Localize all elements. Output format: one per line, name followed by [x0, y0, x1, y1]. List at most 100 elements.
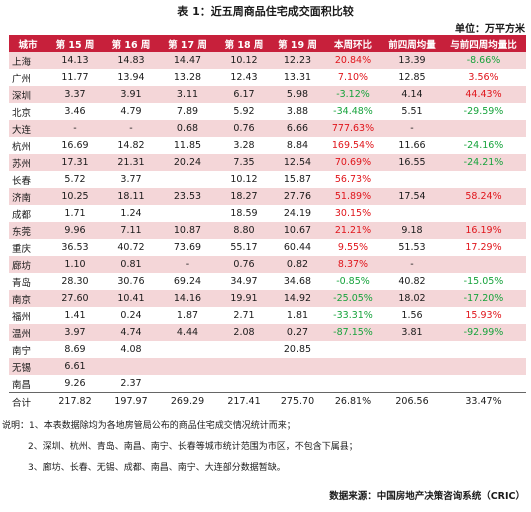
- cell-vs4: -24.21%: [441, 154, 526, 171]
- cell-vs4: [441, 171, 526, 188]
- cell-w18: 3.28: [233, 140, 255, 151]
- table-row: 南京 27.60 10.41 14.16 19.91 14.92 -25.05% 18.02-…: [9, 290, 526, 307]
- table-row: 福州 1.41 0.24 1.87 2.71 1.81 -33.31% 1.56 15.93%: [9, 307, 526, 324]
- cell-w16: 7.11: [103, 222, 159, 239]
- note-line: 3、廊坊、长春、无锡、成都、南昌、南宁、大连部分数据暂缺。: [28, 463, 286, 473]
- cell-avg4: 40.82: [398, 276, 426, 287]
- cell-w17: 11.85: [173, 140, 202, 151]
- cell-city: 大连: [9, 120, 47, 137]
- notes: 说明：1、本表数据除均为各地房管局公布的商品住宅成交情况统计而来； 2、深圳、杭…: [2, 416, 358, 479]
- cell-w15: 9.96: [47, 222, 103, 239]
- cell-avg4: [383, 171, 441, 188]
- cell-wow: [323, 358, 383, 375]
- cell-vs4: [441, 341, 526, 358]
- cell-avg4: 11.66: [398, 140, 426, 151]
- cell-w18: 12.43: [230, 72, 258, 83]
- cell-w18: 34.97: [230, 276, 258, 287]
- cell-w19: [272, 375, 323, 393]
- cell-w15: 27.60: [47, 290, 103, 307]
- cell-w18: 8.80: [216, 222, 272, 239]
- cell-w16: 197.97: [103, 392, 159, 410]
- cell-city: 济南: [9, 188, 47, 205]
- cell-vs4: 15.93%: [465, 310, 502, 321]
- cell-vs4: 16.19%: [441, 222, 526, 239]
- cell-avg4: 5.51: [401, 106, 423, 117]
- cell-w19: 8.84: [286, 140, 309, 151]
- cell-wow: 21.21%: [323, 222, 383, 239]
- cell-avg4: 9.18: [383, 222, 441, 239]
- cell-vs4: 33.47%: [441, 392, 526, 410]
- cell-city: 东莞: [9, 222, 47, 239]
- cell-w19: 275.70: [272, 392, 323, 410]
- cell-w15: 28.30: [61, 276, 89, 287]
- cell-vs4: -29.59%: [463, 106, 504, 117]
- header-week-15: 第 15 周: [47, 35, 103, 52]
- cell-w19: 0.82: [272, 256, 323, 273]
- table-row: 南宁 8.69 4.08 20.85: [9, 341, 526, 358]
- cell-w17: 1.87: [176, 310, 199, 321]
- cell-avg4: [383, 375, 441, 393]
- cell-w15: 5.72: [64, 174, 86, 185]
- header-city: 城市: [9, 35, 47, 52]
- cell-avg4: 16.55: [383, 154, 441, 171]
- cell-w16: 0.81: [103, 256, 159, 273]
- table-row: 广州 11.77 13.94 13.28 12.43 13.31 7.10% 12.85 3.5…: [9, 69, 526, 86]
- cell-w15: 17.31: [47, 154, 103, 171]
- cell-w15: 9.26: [64, 378, 86, 389]
- cell-wow: -33.31%: [333, 310, 373, 321]
- cell-w18: 10.12: [230, 174, 258, 185]
- cell-wow: -34.48%: [333, 106, 373, 117]
- cell-vs4: -15.05%: [463, 276, 504, 287]
- cell-w17: -: [159, 256, 216, 273]
- cell-w15: 10.25: [47, 188, 103, 205]
- cell-vs4: -92.99%: [441, 324, 526, 341]
- cell-w18: [216, 375, 272, 393]
- header-week-17: 第 17 周: [159, 35, 216, 52]
- cell-wow: 70.69%: [323, 154, 383, 171]
- cell-w16: 3.91: [103, 86, 159, 103]
- cell-avg4: [383, 358, 441, 375]
- cell-w15: -: [47, 120, 103, 137]
- cell-vs4: [441, 256, 526, 273]
- cell-w18: [216, 358, 272, 375]
- cell-w19: 12.23: [272, 52, 323, 69]
- cell-w16: 3.77: [120, 174, 142, 185]
- header-four-week-avg: 前四周均量: [383, 35, 441, 52]
- cell-vs4: [441, 205, 526, 222]
- cell-w16: 0.24: [120, 310, 142, 321]
- cell-w15: 11.77: [61, 72, 89, 83]
- cell-w19: 34.68: [283, 276, 312, 287]
- cell-w19: 10.67: [272, 222, 323, 239]
- cell-w19: 12.54: [272, 154, 323, 171]
- cell-city: 上海: [9, 52, 47, 69]
- cell-w17: 4.44: [159, 324, 216, 341]
- cell-avg4: [383, 205, 441, 222]
- cell-w16: 40.72: [117, 242, 145, 253]
- table-row: 青岛 28.30 30.76 69.24 34.97 34.68 -0.85% 40.82 -1…: [9, 273, 526, 290]
- cell-city: 重庆: [12, 243, 32, 255]
- cell-w17: 269.29: [159, 392, 216, 410]
- cell-w15: 6.61: [47, 358, 103, 375]
- cell-w19: 6.66: [272, 120, 323, 137]
- table-row: 东莞 9.96 7.11 10.87 8.80 10.67 21.21% 9.18 16.19%: [9, 222, 526, 239]
- cell-w15: 36.53: [61, 242, 89, 253]
- cell-wow: 30.15%: [334, 208, 372, 219]
- total-row: 合计 217.82 197.97 269.29 217.41 275.70 26.81% 20…: [9, 392, 526, 410]
- cell-w19: [272, 358, 323, 375]
- comparison-table: 城市 第 15 周 第 16 周 第 17 周 第 18 周 第 19 周 本周…: [9, 35, 526, 410]
- cell-avg4: 18.02: [383, 290, 441, 307]
- cell-wow: 51.89%: [323, 188, 383, 205]
- cell-w15: 217.82: [47, 392, 103, 410]
- cell-w17: 10.87: [159, 222, 216, 239]
- cell-w15: 1.41: [64, 310, 86, 321]
- cell-w16: 14.82: [117, 140, 145, 151]
- cell-w18: 7.35: [216, 154, 272, 171]
- cell-vs4: 44.43%: [441, 86, 526, 103]
- cell-wow: 26.81%: [323, 392, 383, 410]
- cell-w16: 30.76: [117, 276, 145, 287]
- cell-w16: 2.37: [120, 378, 142, 389]
- cell-w18: 217.41: [216, 392, 272, 410]
- cell-w18: 0.76: [216, 256, 272, 273]
- cell-w19: 20.85: [283, 344, 312, 355]
- cell-w15: 1.71: [64, 208, 86, 219]
